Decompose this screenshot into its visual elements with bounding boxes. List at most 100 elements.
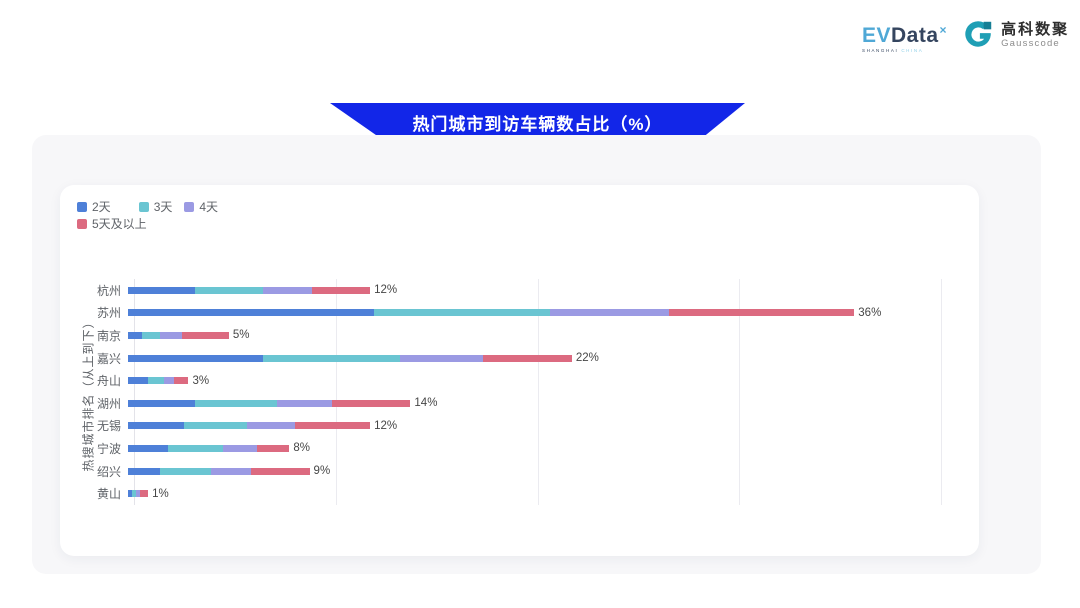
gausscode-logo: 高科数聚 Gausscode xyxy=(961,18,1069,52)
bar-segment-4天[interactable] xyxy=(210,467,252,475)
gausscode-en-text: Gausscode xyxy=(1001,38,1060,49)
bar-segment-4天[interactable] xyxy=(277,399,332,407)
bar-track: 1% xyxy=(128,487,169,500)
bar-total-label: 3% xyxy=(192,374,210,387)
bar-segment-3天[interactable] xyxy=(168,444,223,452)
chart-row-苏州: 苏州 36% xyxy=(60,302,979,325)
header-logos: EVData× SHANGHAI CHINA 高科数聚 Gausscode xyxy=(862,18,1069,53)
bar-track: 9% xyxy=(128,465,331,478)
bar-segment-5天及以上[interactable] xyxy=(331,399,411,407)
bar-total-label: 1% xyxy=(152,487,169,500)
legend-item-3[interactable]: 4天 xyxy=(184,200,218,214)
evdata-x-icon: × xyxy=(939,23,948,37)
gausscode-cn-text: 高科数聚 xyxy=(1001,21,1070,38)
bar-segment-2天[interactable] xyxy=(128,444,169,452)
bar-segment-4天[interactable] xyxy=(222,444,258,452)
bar-track: 14% xyxy=(128,397,437,409)
bar-segment-5天及以上[interactable] xyxy=(182,331,229,339)
bar-total-label: 12% xyxy=(374,419,398,432)
bar-segment-3天[interactable] xyxy=(263,354,401,362)
bar-segment-3天[interactable] xyxy=(374,309,550,317)
bar-track: 22% xyxy=(128,352,599,364)
city-label: 南京 xyxy=(96,328,121,343)
bar-segment-3天[interactable] xyxy=(132,490,137,498)
bar-segment-5天及以上[interactable] xyxy=(483,354,572,362)
city-label: 嘉兴 xyxy=(96,351,121,366)
bar-segment-5天及以上[interactable] xyxy=(174,377,189,385)
bar-track: 36% xyxy=(128,306,882,319)
bar-segment-5天及以上[interactable] xyxy=(311,286,371,294)
city-label: 苏州 xyxy=(96,306,121,321)
bar-segment-3天[interactable] xyxy=(160,467,211,475)
chart-row-杭州: 杭州 12% xyxy=(60,279,979,302)
bar-segment-2天[interactable] xyxy=(128,286,195,294)
legend-swatch-icon xyxy=(138,202,149,212)
bar-segment-4天[interactable] xyxy=(164,377,175,385)
evdata-tagline-right: CHINA xyxy=(901,48,924,53)
bar-segment-3天[interactable] xyxy=(194,286,264,294)
legend: 2天 3天 4天 5天及以上 xyxy=(77,200,287,231)
bar-segment-5天及以上[interactable] xyxy=(295,422,371,430)
legend-item-4[interactable]: 5天及以上 xyxy=(77,217,147,231)
bar-segment-5天及以上[interactable] xyxy=(140,490,149,498)
bar-segment-3天[interactable] xyxy=(184,422,248,430)
legend-label: 2天 xyxy=(92,200,111,214)
bar-total-label: 9% xyxy=(313,465,331,478)
bar-total-label: 36% xyxy=(858,306,882,319)
bar-total-label: 8% xyxy=(293,442,310,455)
stacked-bar-chart: 热搜城市排名（从上到下） 杭州 12% 苏州 36% 南京 5% 嘉兴 22% 舟山 3% 湖州 14… xyxy=(60,275,979,505)
bar-segment-5天及以上[interactable] xyxy=(251,467,310,475)
bar-segment-2天[interactable] xyxy=(128,490,133,498)
bar-segment-2天[interactable] xyxy=(128,331,143,339)
city-label: 绍兴 xyxy=(96,464,121,479)
bar-segment-2天[interactable] xyxy=(128,377,149,385)
evdata-ev-text: EV xyxy=(862,24,892,47)
city-label: 黄山 xyxy=(96,487,121,502)
chart-row-无锡: 无锡 12% xyxy=(60,415,979,438)
bar-total-label: 5% xyxy=(232,329,250,342)
bar-segment-2天[interactable] xyxy=(128,422,185,430)
bar-segment-2天[interactable] xyxy=(128,399,195,407)
bar-segment-3天[interactable] xyxy=(148,377,165,385)
city-label: 宁波 xyxy=(96,441,121,456)
gridlines xyxy=(134,279,942,505)
bar-segment-5天及以上[interactable] xyxy=(257,444,290,452)
city-label: 湖州 xyxy=(96,396,121,411)
chart-row-南京: 南京 5% xyxy=(60,324,979,347)
legend-swatch-icon xyxy=(77,202,87,212)
gausscode-g-icon xyxy=(965,21,992,47)
bar-segment-4天[interactable] xyxy=(136,490,141,498)
chart-row-黄山: 黄山 1% xyxy=(60,482,979,505)
evdata-data-text: Data xyxy=(891,24,939,47)
bar-segment-4天[interactable] xyxy=(247,422,296,430)
gausscode-text: 高科数聚 Gausscode xyxy=(1001,21,1069,49)
legend-swatch-icon xyxy=(184,202,195,212)
bar-segment-4天[interactable] xyxy=(400,354,484,362)
legend-swatch-icon xyxy=(77,219,87,229)
chart-row-嘉兴: 嘉兴 22% xyxy=(60,347,979,370)
bar-segment-3天[interactable] xyxy=(194,399,278,407)
bar-segment-4天[interactable] xyxy=(263,286,312,294)
chart-title: 热门城市到访车辆数占比（%） xyxy=(412,115,663,134)
evdata-logo: EVData× SHANGHAI CHINA xyxy=(862,18,947,53)
legend-item-2[interactable]: 3天 xyxy=(138,200,172,214)
bar-segment-2天[interactable] xyxy=(128,354,264,362)
evdata-tagline-left: SHANGHAI xyxy=(862,48,899,53)
y-axis-line xyxy=(134,279,135,505)
bar-track: 8% xyxy=(128,442,310,455)
grid-line-40 xyxy=(941,279,942,505)
bar-segment-3天[interactable] xyxy=(142,331,161,339)
bar-segment-4天[interactable] xyxy=(549,309,669,317)
bar-track: 12% xyxy=(128,419,398,432)
chart-row-湖州: 湖州 14% xyxy=(60,392,979,415)
chart-card: 2天 3天 4天 5天及以上 热搜城市排名（从上到下） 杭州 12% 苏州 36% 南京 5% 嘉… xyxy=(60,185,979,556)
city-label: 杭州 xyxy=(96,283,121,298)
bar-segment-2天[interactable] xyxy=(128,467,161,475)
bar-segment-2天[interactable] xyxy=(128,309,375,317)
bar-track: 3% xyxy=(128,374,210,387)
bar-track: 5% xyxy=(128,329,250,342)
legend-item-1[interactable]: 2天 xyxy=(77,200,111,214)
bar-segment-4天[interactable] xyxy=(160,331,183,339)
bar-segment-5天及以上[interactable] xyxy=(668,309,855,317)
city-label: 舟山 xyxy=(96,374,121,389)
